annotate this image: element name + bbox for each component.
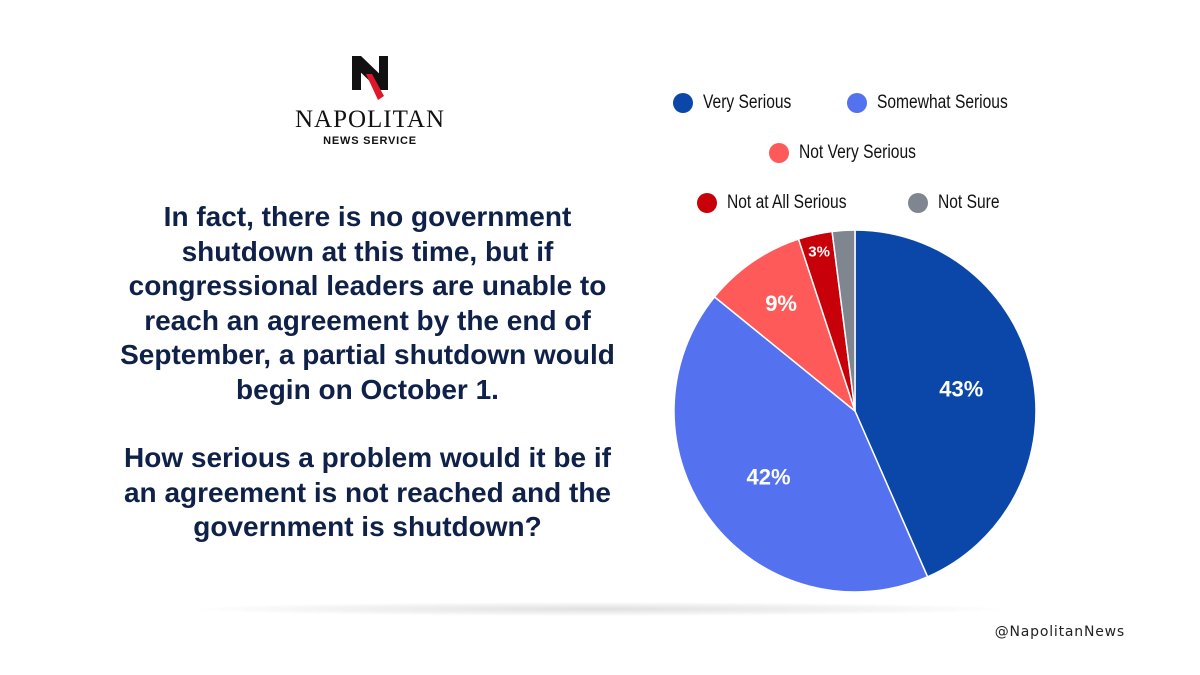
pie-slice	[831, 229, 856, 412]
legend-row: Not at All Serious Not Sure	[640, 178, 1070, 228]
data-label: 43%	[939, 376, 983, 401]
pie-slice	[854, 229, 1037, 578]
data-label: 42%	[747, 464, 791, 489]
legend-swatch	[908, 193, 929, 213]
legend-swatch	[696, 193, 717, 213]
legend-label: Not Very Serious	[798, 142, 916, 163]
brand-subtitle: NEWS SERVICE	[323, 135, 417, 147]
legend-label: Very Serious	[703, 92, 792, 113]
legend-item: Very Serious	[673, 92, 811, 114]
legend-row: Very Serious Somewhat Serious	[640, 78, 1070, 128]
legend-item: Not at All Serious	[696, 192, 873, 214]
drop-shadow	[195, 602, 1005, 616]
poll-question: In fact, there is no government shutdown…	[105, 200, 630, 545]
brand-logo: NAPOLITAN NEWS SERVICE	[270, 52, 470, 148]
legend-item: Not Sure	[908, 192, 1013, 214]
data-label: 9%	[765, 291, 797, 316]
legend-swatch	[768, 143, 789, 163]
legend-item: Not Very Serious	[768, 142, 942, 164]
pie-slice	[673, 295, 929, 593]
legend-row: Not Very Serious	[640, 128, 1070, 178]
legend-item: Somewhat Serious	[847, 92, 1036, 114]
data-label: 3%	[808, 244, 830, 261]
legend-label: Somewhat Serious	[877, 92, 1008, 113]
napolitan-n-icon	[352, 56, 388, 100]
pie-slice	[713, 238, 857, 414]
legend-label: Not at All Serious	[726, 192, 847, 213]
legend-label: Not Sure	[938, 192, 1000, 213]
social-handle: @NapolitanNews	[994, 624, 1125, 640]
chart-legend: Very Serious Somewhat Serious Not Very Ser…	[640, 78, 1070, 228]
question-intro: In fact, there is no government shutdown…	[120, 201, 615, 405]
legend-swatch	[847, 93, 868, 113]
legend-swatch	[673, 93, 694, 113]
brand-name: NAPOLITAN	[294, 106, 446, 133]
question-ask: How serious a problem would it be if an …	[123, 442, 612, 542]
pie-chart: 43% 42% 9% 3%	[673, 229, 1037, 593]
